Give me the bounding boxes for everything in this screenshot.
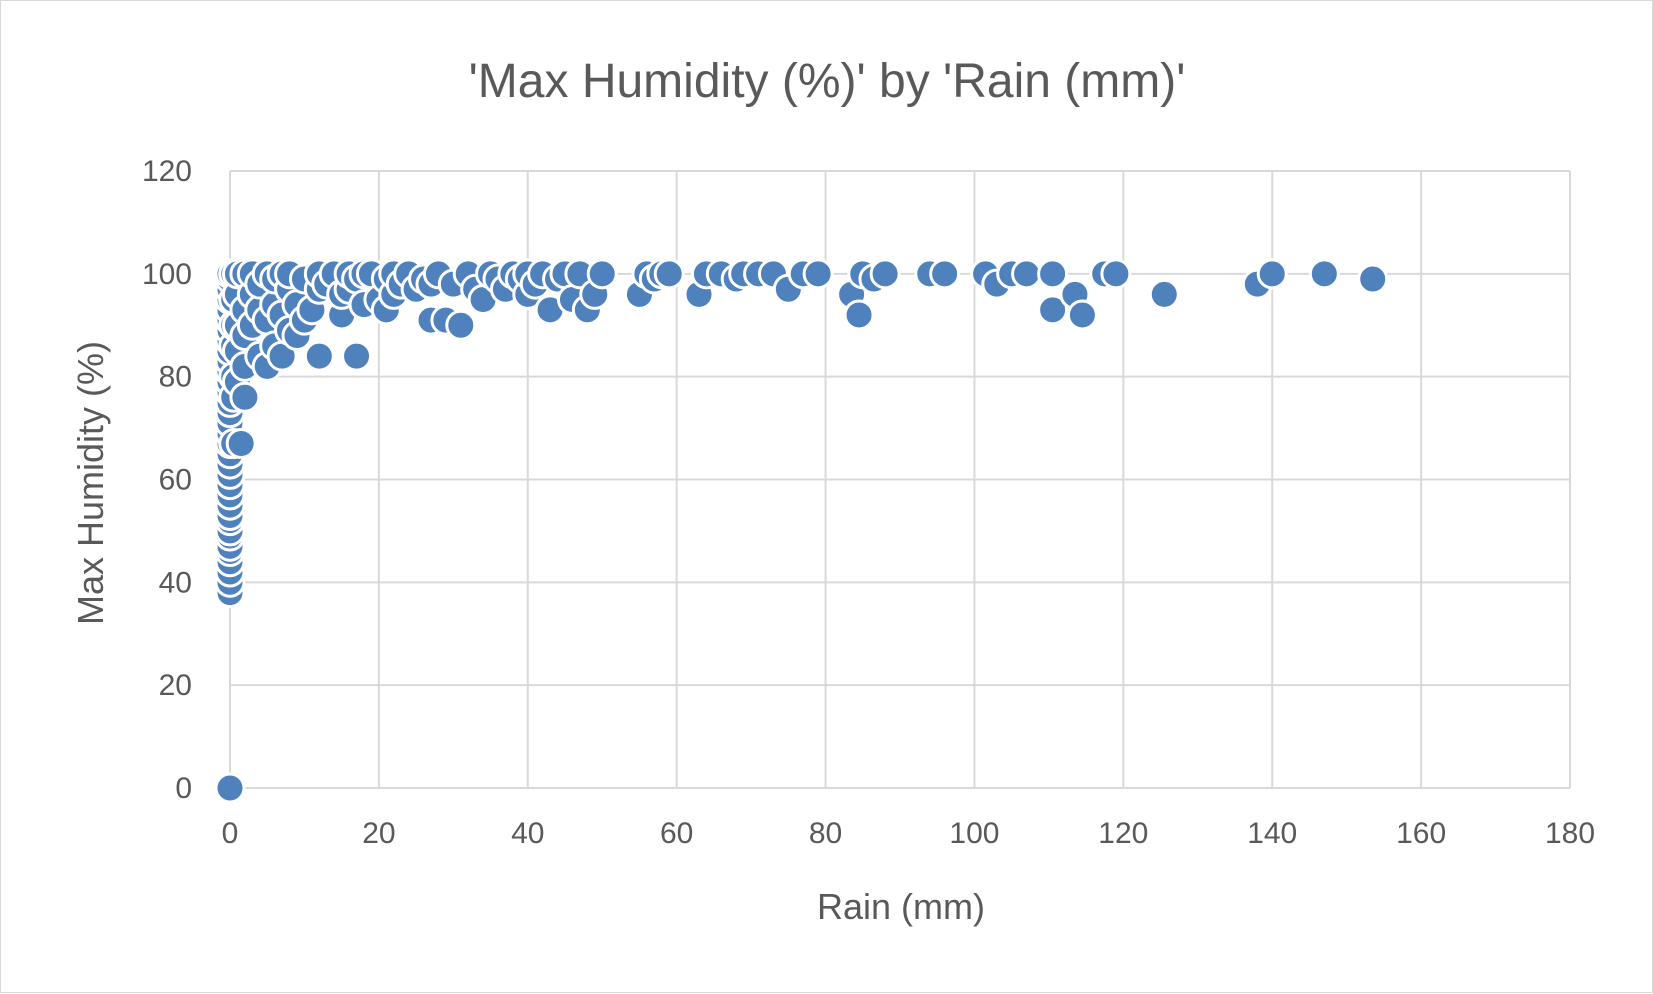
chart-title: 'Max Humidity (%)' by 'Rain (mm)' [469, 55, 1186, 108]
data-point [303, 340, 335, 372]
y-tick-labels: 0 20 40 60 80 100 120 [142, 155, 192, 805]
data-point [1011, 258, 1043, 290]
x-tick-label: 20 [362, 817, 395, 850]
data-point [653, 258, 685, 290]
x-tick-label: 80 [809, 817, 842, 850]
data-point [1357, 263, 1389, 295]
x-tick-label: 40 [511, 817, 544, 850]
x-tick-label: 160 [1396, 817, 1446, 850]
y-tick-label: 60 [159, 464, 192, 497]
x-tick-label: 120 [1098, 817, 1148, 850]
x-axis-title: Rain (mm) [817, 886, 985, 927]
data-points [214, 258, 1389, 804]
data-point [1066, 299, 1098, 331]
data-point [1308, 258, 1340, 290]
y-tick-label: 120 [142, 155, 192, 188]
y-tick-label: 80 [159, 361, 192, 394]
data-point [1100, 258, 1132, 290]
data-point [869, 258, 901, 290]
data-point [225, 428, 257, 460]
data-point [1148, 278, 1180, 310]
data-point [214, 772, 246, 804]
x-tick-label: 140 [1247, 817, 1297, 850]
data-point [229, 381, 261, 413]
data-point [1037, 294, 1069, 326]
data-point [843, 299, 875, 331]
y-axis-title: Max Humidity (%) [70, 341, 111, 625]
x-tick-label: 100 [949, 817, 999, 850]
y-tick-label: 0 [175, 772, 192, 805]
y-tick-label: 20 [159, 669, 192, 702]
data-point [1256, 258, 1288, 290]
data-point [1037, 258, 1069, 290]
x-tick-label: 60 [660, 817, 693, 850]
x-tick-label: 0 [222, 817, 239, 850]
y-tick-label: 40 [159, 566, 192, 599]
data-point [445, 309, 477, 341]
x-tick-label: 180 [1545, 817, 1595, 850]
x-tick-labels: 0 20 40 60 80 100 120 140 160 180 [222, 817, 1595, 850]
data-point [341, 340, 373, 372]
data-point [929, 258, 961, 290]
data-point [586, 258, 618, 290]
y-tick-label: 100 [142, 258, 192, 291]
data-point [802, 258, 834, 290]
